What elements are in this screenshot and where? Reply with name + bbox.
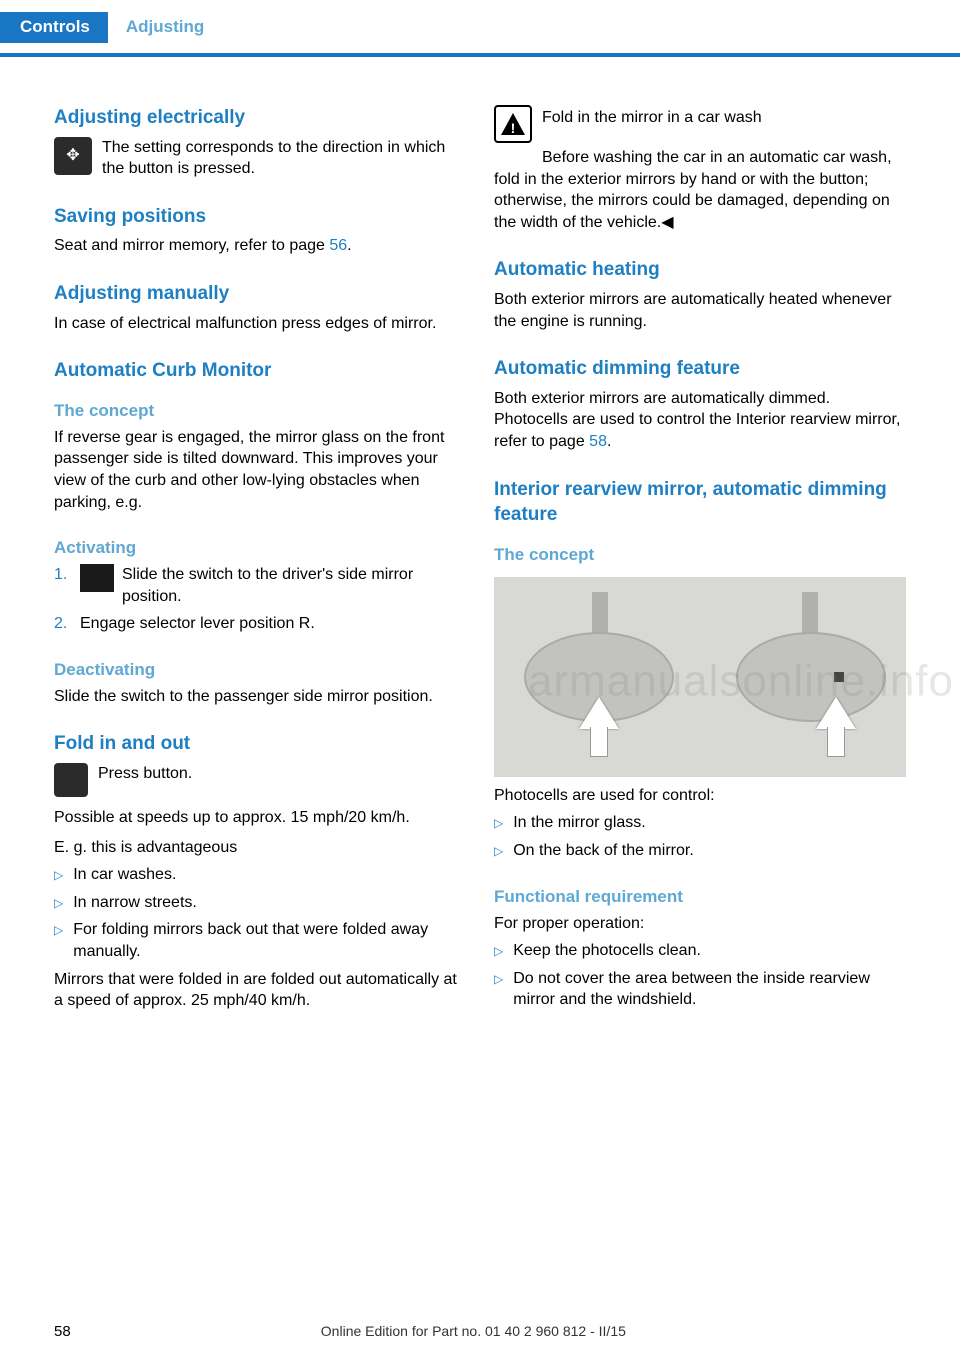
switch-icon xyxy=(80,564,114,592)
bullet-icon: ▷ xyxy=(494,943,503,959)
breadcrumb-adjusting: Adjusting xyxy=(126,16,204,39)
heading-fold: Fold in and out xyxy=(54,731,466,757)
body-saving-b: . xyxy=(347,237,351,254)
heading-concept-right: The concept xyxy=(494,544,906,567)
content-area: Adjusting electrically ✥ The setting cor… xyxy=(0,57,960,1036)
body-dimming-b: . xyxy=(607,433,611,450)
body-auto-dimming: Both exterior mirrors are automatically … xyxy=(494,388,906,453)
body-press-button: Press button. xyxy=(98,763,192,785)
bullet-icon: ▷ xyxy=(54,895,63,911)
list-item: ▷ On the back of the mirror. xyxy=(494,840,906,862)
body-adjusting-electrically: The setting corresponds to the direc­tio… xyxy=(102,137,466,180)
section-warning: Fold in the mirror in a car wash Before … xyxy=(494,105,906,233)
header: Controls Adjusting xyxy=(0,0,960,57)
section-fold: Fold in and out Press button. Possible a… xyxy=(54,731,466,1011)
heading-curb-monitor: Automatic Curb Monitor xyxy=(54,358,466,384)
dpad-icon: ✥ xyxy=(54,137,92,175)
page-link-56[interactable]: 56 xyxy=(329,237,347,254)
list-text-1: Slide the switch to the driver's side mi… xyxy=(122,564,466,607)
bullet-icon: ▷ xyxy=(494,971,503,987)
section-auto-heating: Automatic heating Both exterior mirrors … xyxy=(494,257,906,332)
page-link-58[interactable]: 58 xyxy=(589,433,607,450)
list-item: 2. Engage selector lever position R. xyxy=(54,613,466,635)
right-column: Fold in the mirror in a car wash Before … xyxy=(494,105,906,1036)
bullet-icon: ▷ xyxy=(494,815,503,831)
body-auto-heating: Both exterior mirrors are automatically … xyxy=(494,289,906,332)
fold-li2: In narrow streets. xyxy=(73,892,197,914)
subsection-concept: The concept If reverse gear is engaged, … xyxy=(54,400,466,513)
subsection-activating: Activating 1. Slide the switch to the dr… xyxy=(54,537,466,635)
page-number: 58 xyxy=(54,1322,71,1342)
section-saving-positions: Saving positions Seat and mirror memory,… xyxy=(54,204,466,257)
left-column: Adjusting electrically ✥ The setting cor… xyxy=(54,105,466,1036)
section-curb-monitor: Automatic Curb Monitor xyxy=(54,358,466,384)
list-item: ▷ In the mirror glass. xyxy=(494,812,906,834)
heading-adjusting-manually: Adjusting manually xyxy=(54,281,466,307)
list-item: ▷ For folding mirrors back out that were… xyxy=(54,919,466,962)
body-adjusting-manually: In case of electrical malfunction press … xyxy=(54,313,466,335)
button-icon xyxy=(54,763,88,797)
body-functional-req: For proper operation: xyxy=(494,913,906,935)
body-fold-advantageous: E. g. this is advantageous xyxy=(54,837,466,859)
func-li2: Do not cover the area between the inside… xyxy=(513,968,906,1011)
footer-text: Online Edition for Part no. 01 40 2 960 … xyxy=(71,1322,876,1341)
breadcrumb-controls: Controls xyxy=(0,12,108,43)
body-concept: If reverse gear is engaged, the mirror g… xyxy=(54,427,466,513)
warning-icon xyxy=(494,105,532,143)
list-text-2: Engage selector lever position R. xyxy=(80,613,315,635)
bullet-icon: ▷ xyxy=(494,843,503,859)
heading-auto-dimming: Automatic dimming feature xyxy=(494,356,906,382)
heading-interior-mirror: Interior rearview mirror, automatic dimm… xyxy=(494,477,906,528)
list-item: ▷ Do not cover the area between the insi… xyxy=(494,968,906,1011)
list-num-2: 2. xyxy=(54,613,72,635)
list-num-1: 1. xyxy=(54,564,72,586)
bullet-icon: ▷ xyxy=(54,922,63,938)
fold-li3: For folding mirrors back out that were f… xyxy=(73,919,466,962)
warning-body: Before washing the car in an automatic c… xyxy=(494,147,906,233)
heading-saving-positions: Saving positions xyxy=(54,204,466,230)
heading-activating: Activating xyxy=(54,537,466,560)
heading-deactivating: Deactivating xyxy=(54,659,466,682)
list-item: ▷ In narrow streets. xyxy=(54,892,466,914)
func-li1: Keep the photocells clean. xyxy=(513,940,701,962)
body-deactivating: Slide the switch to the passenger side m… xyxy=(54,686,466,708)
subsection-deactivating: Deactivating Slide the switch to the pas… xyxy=(54,659,466,708)
warning-title: Fold in the mirror in a car wash xyxy=(542,107,762,129)
subsection-functional-req: Functional requirement For proper operat… xyxy=(494,886,906,1011)
mirror-illustration xyxy=(494,577,906,777)
subsection-concept-right: The concept Photocells are used for cont… xyxy=(494,544,906,862)
heading-adjusting-electrically: Adjusting electrically xyxy=(54,105,466,131)
section-auto-dimming: Automatic dimming feature Both exterior … xyxy=(494,356,906,452)
list-item: ▷ Keep the photocells clean. xyxy=(494,940,906,962)
list-item: 1. Slide the switch to the driver's side… xyxy=(54,564,466,607)
photocell-li1: In the mirror glass. xyxy=(513,812,645,834)
body-fold-speed: Possible at speeds up to approx. 15 mph/… xyxy=(54,807,466,829)
section-interior-mirror: Interior rearview mirror, automatic dimm… xyxy=(494,477,906,528)
photocell-li2: On the back of the mirror. xyxy=(513,840,694,862)
heading-functional-req: Functional requirement xyxy=(494,886,906,909)
list-item: ▷ In car washes. xyxy=(54,864,466,886)
heading-auto-heating: Automatic heating xyxy=(494,257,906,283)
bullet-icon: ▷ xyxy=(54,867,63,883)
body-photocells: Photocells are used for control: xyxy=(494,785,906,807)
body-fold-auto: Mirrors that were folded in are folded o… xyxy=(54,969,466,1012)
section-adjusting-electrically: Adjusting electrically ✥ The setting cor… xyxy=(54,105,466,180)
section-adjusting-manually: Adjusting manually In case of electrical… xyxy=(54,281,466,334)
heading-concept: The concept xyxy=(54,400,466,423)
body-dimming-a: Both exterior mirrors are automatically … xyxy=(494,390,900,450)
fold-li1: In car washes. xyxy=(73,864,176,886)
footer: 58 Online Edition for Part no. 01 40 2 9… xyxy=(0,1322,960,1342)
body-saving-positions: Seat and mirror memory, refer to page 56… xyxy=(54,235,466,257)
body-saving-a: Seat and mirror memory, refer to page xyxy=(54,237,329,254)
